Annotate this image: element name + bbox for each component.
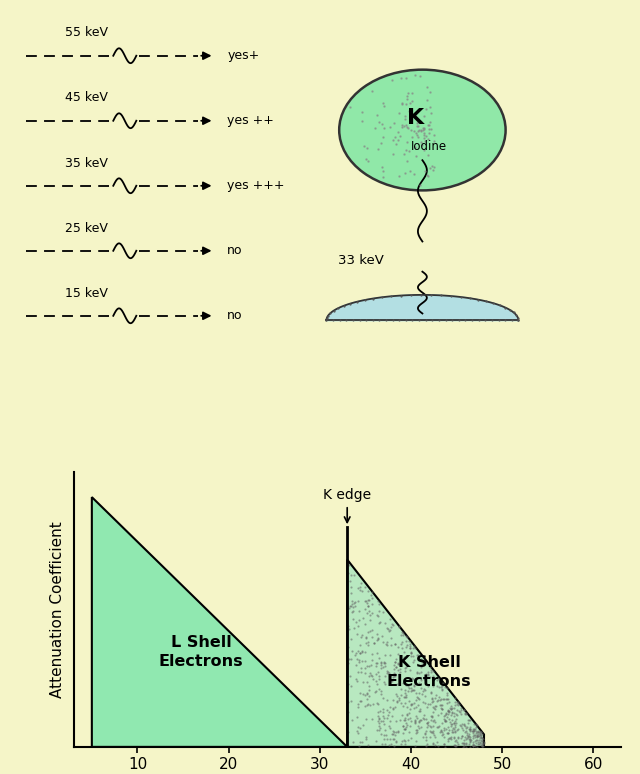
Text: yes+: yes+ (227, 50, 259, 62)
Text: yes +++: yes +++ (227, 180, 285, 192)
Text: K edge: K edge (323, 488, 371, 522)
Y-axis label: Attenuation Coefficient: Attenuation Coefficient (51, 521, 65, 698)
Polygon shape (326, 295, 518, 320)
Text: 45 keV: 45 keV (65, 91, 108, 104)
Text: 33 keV: 33 keV (338, 254, 384, 266)
Text: 55 keV: 55 keV (65, 26, 108, 39)
Text: Iodine: Iodine (411, 140, 447, 152)
Text: yes ++: yes ++ (227, 115, 274, 127)
Text: 25 keV: 25 keV (65, 221, 108, 235)
Text: no: no (227, 310, 243, 322)
Text: K Shell
Electrons: K Shell Electrons (387, 655, 472, 690)
Text: 35 keV: 35 keV (65, 156, 108, 170)
Polygon shape (92, 497, 347, 747)
Text: no: no (227, 245, 243, 257)
Polygon shape (347, 560, 484, 747)
Text: L Shell
Electrons: L Shell Electrons (159, 635, 244, 670)
Circle shape (339, 70, 506, 190)
Text: K: K (408, 108, 424, 128)
Text: 15 keV: 15 keV (65, 286, 108, 300)
